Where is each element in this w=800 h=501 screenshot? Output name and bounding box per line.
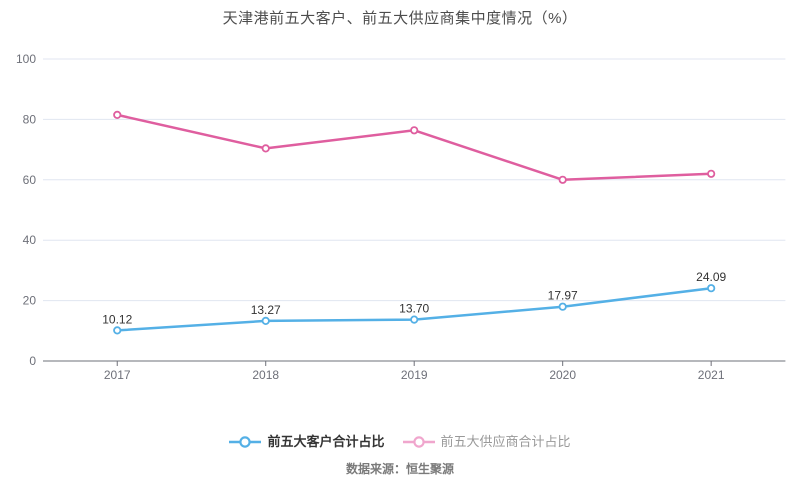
- data-point-markers: [113, 110, 716, 335]
- x-axis-label: 2017: [104, 368, 131, 382]
- legend-label: 前五大客户合计占比: [267, 434, 385, 449]
- chart-title: 天津港前五大客户、前五大供应商集中度情况（%）: [222, 10, 578, 27]
- series-lines: [115, 113, 713, 332]
- x-axis-label: 2018: [252, 368, 279, 382]
- data-point-marker: [261, 144, 270, 153]
- x-axis-label: 2020: [549, 368, 576, 382]
- y-axis-labels: 0 20 40 60 80 100: [16, 52, 36, 368]
- y-axis-label: 40: [23, 233, 37, 247]
- data-point-marker: [558, 175, 567, 184]
- x-axis-label: 2019: [401, 368, 428, 382]
- y-axis-label: 100: [16, 52, 36, 66]
- legend-item[interactable]: 前五大供应商合计占比: [402, 432, 571, 452]
- data-point-marker: [261, 316, 270, 325]
- y-axis-label: 0: [29, 354, 36, 368]
- x-axis-label: 2021: [698, 368, 725, 382]
- data-label: 13.27: [251, 303, 281, 317]
- x-axis-ticks: [116, 361, 712, 366]
- legend-marker-circle: [239, 436, 252, 448]
- data-point-marker: [113, 110, 122, 120]
- data-label: 13.70: [399, 302, 429, 316]
- legend-line-marker-icon: [229, 436, 262, 448]
- data-labels: 10.12 13.27 13.70 17.97 24.09: [102, 270, 726, 326]
- legend: 前五大客户合计占比 前五大供应商合计占比: [0, 431, 800, 453]
- y-axis-label: 60: [23, 173, 37, 187]
- data-point-marker: [707, 284, 716, 293]
- data-label: 10.12: [102, 312, 132, 326]
- series-line: [115, 113, 713, 182]
- data-label: 17.97: [548, 289, 578, 303]
- data-point-marker: [113, 326, 122, 335]
- data-point-marker: [707, 169, 716, 178]
- data-point-marker: [558, 302, 567, 311]
- x-axis-labels: 2017 2018 2019 2020 2021: [104, 368, 725, 382]
- y-axis-label: 20: [23, 294, 37, 308]
- data-label: 24.09: [696, 270, 726, 284]
- data-source: 数据来源：恒生聚源: [345, 462, 454, 476]
- legend-line-marker-icon: [402, 436, 435, 448]
- data-point-marker: [410, 315, 419, 324]
- legend-item[interactable]: 前五大客户合计占比: [229, 432, 385, 452]
- legend-label: 前五大供应商合计占比: [440, 434, 571, 449]
- gridlines: [43, 58, 786, 302]
- data-point-marker: [410, 126, 419, 135]
- legend-marker-circle: [412, 436, 425, 448]
- y-axis-label: 80: [23, 112, 37, 126]
